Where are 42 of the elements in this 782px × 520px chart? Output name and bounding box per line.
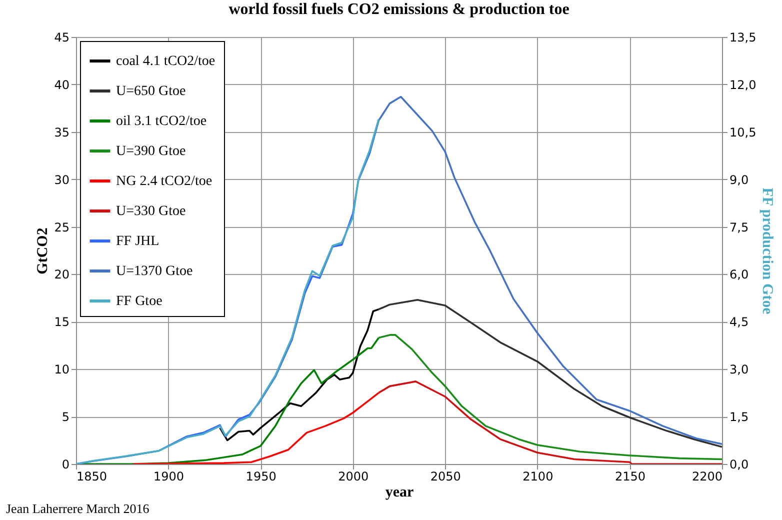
x-tick-label: 1850 bbox=[76, 470, 108, 484]
y2-tick-label: 13,5 bbox=[730, 30, 756, 44]
legend-label: FF Gtoe bbox=[116, 294, 162, 309]
x-tick-label: 2050 bbox=[430, 470, 461, 484]
y2-tick-label: 1,5 bbox=[730, 410, 749, 424]
legend-label: FF JHL bbox=[116, 234, 160, 249]
y-tick-label: 0 bbox=[62, 458, 70, 472]
y2-tick-label: 4,5 bbox=[730, 315, 749, 330]
y-tick-label: 40 bbox=[54, 78, 70, 92]
legend-label: U=330 Gtoe bbox=[116, 204, 186, 219]
y-tick-label: 25 bbox=[54, 220, 70, 234]
legend-label: oil 3.1 tCO2/toe bbox=[116, 114, 207, 129]
x-tick-label: 2000 bbox=[338, 470, 369, 484]
x-tick-label: 2200 bbox=[692, 470, 722, 484]
y-tick-label: 35 bbox=[54, 125, 70, 140]
legend-label: U=390 Gtoe bbox=[116, 144, 186, 159]
legend-label: NG 2.4 tCO2/toe bbox=[116, 174, 212, 189]
y2-tick-label: 3,0 bbox=[730, 362, 749, 377]
x-axis-title: year bbox=[385, 484, 414, 500]
legend-label: U=1370 Gtoe bbox=[116, 264, 193, 279]
y2-tick-label: 12,0 bbox=[730, 78, 756, 92]
x-tick-label: 1950 bbox=[246, 470, 276, 484]
y-tick-label: 20 bbox=[54, 268, 70, 282]
y2-tick-label: 7,5 bbox=[730, 220, 749, 234]
y-tick-label: 30 bbox=[54, 172, 70, 187]
y2-tick-label: 0,0 bbox=[730, 458, 749, 472]
x-tick-label: 2100 bbox=[522, 470, 554, 484]
y2-tick-label: 10,5 bbox=[730, 125, 756, 140]
y-tick-label: 10 bbox=[54, 362, 70, 377]
legend-label: U=650 Gtoe bbox=[116, 84, 186, 99]
y2-tick-label: 6,0 bbox=[730, 268, 749, 282]
x-tick-label: 2150 bbox=[614, 470, 646, 484]
x-tick-label: 1900 bbox=[154, 470, 184, 484]
y-tick-label: 45 bbox=[54, 30, 70, 44]
text: Jean Laherrere March 2016 bbox=[6, 501, 150, 516]
y2-axis-title: FF production Gtoe bbox=[759, 188, 776, 315]
y2-tick-label: 9,0 bbox=[730, 172, 749, 187]
y-axis-title: GtCO2 bbox=[35, 228, 52, 274]
y-tick-label: 5 bbox=[62, 410, 70, 424]
legend-label: coal 4.1 tCO2/toe bbox=[116, 54, 216, 69]
chart-title: world fossil fuels CO2 emissions & production toe bbox=[228, 1, 570, 18]
y-tick-label: 15 bbox=[54, 315, 70, 330]
